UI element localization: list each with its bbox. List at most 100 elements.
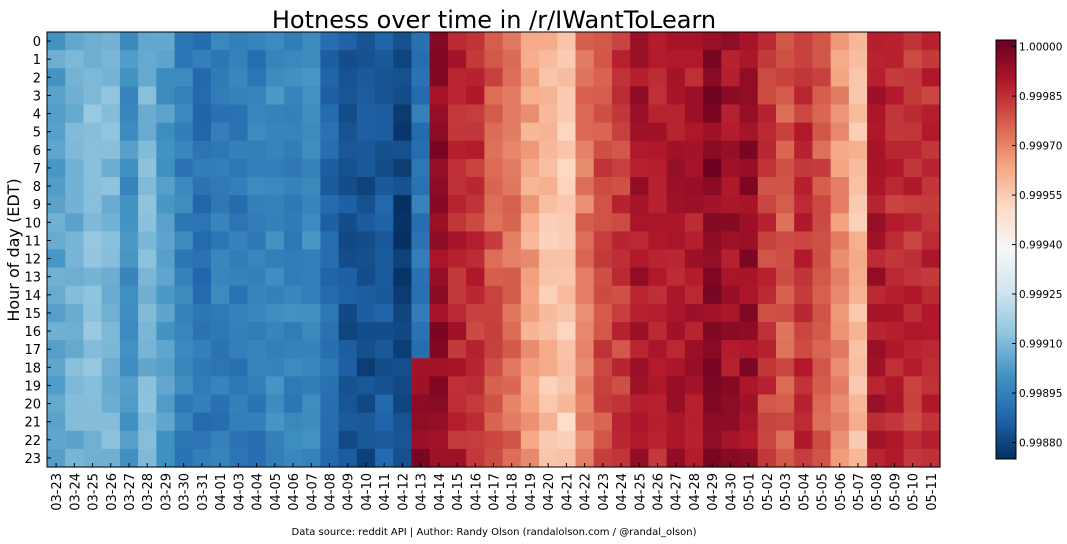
heatmap-cell [666, 412, 686, 432]
heatmap-cell [429, 213, 449, 232]
heatmap-cell [156, 448, 176, 468]
heatmap-cell [812, 104, 832, 124]
heatmap-cell [539, 140, 558, 160]
heatmap-cell [47, 86, 66, 106]
y-tick-label: 3 [33, 89, 41, 104]
heatmap-cell [375, 213, 394, 232]
heatmap-cell [666, 303, 686, 323]
heatmap-cell [684, 86, 704, 106]
heatmap-cell [557, 140, 577, 160]
heatmap-cell [921, 158, 941, 178]
heatmap-cell [520, 104, 540, 124]
heatmap-cell [593, 285, 613, 305]
heatmap-cell [867, 249, 886, 269]
heatmap-cell [539, 32, 558, 51]
heatmap-cell [174, 213, 194, 232]
heatmap-cell [211, 448, 230, 468]
heatmap-cell [848, 177, 868, 196]
heatmap-cell [375, 50, 394, 69]
heatmap-cell [830, 448, 850, 468]
heatmap-cell [429, 430, 449, 450]
heatmap-cell [575, 177, 595, 196]
heatmap-cell [775, 448, 795, 468]
heatmap-cell [703, 303, 722, 323]
heatmap-cell [867, 340, 886, 359]
heatmap-cell [375, 195, 394, 214]
heatmap-cell [302, 448, 321, 468]
heatmap-cell [812, 231, 832, 251]
heatmap-cell [83, 322, 103, 341]
heatmap-cell [921, 104, 941, 124]
heatmap-cell [229, 430, 249, 450]
heatmap-cell [703, 104, 722, 124]
heatmap-cell [812, 303, 832, 323]
heatmap-cell [375, 104, 394, 124]
heatmap-cell [903, 140, 923, 160]
heatmap-cell [921, 231, 941, 251]
heatmap-cell [211, 32, 230, 51]
heatmap-cell [411, 394, 431, 414]
heatmap-cell [229, 285, 249, 305]
heatmap-cell [247, 50, 267, 69]
heatmap-cell [138, 285, 157, 305]
heatmap-cell [867, 177, 886, 196]
heatmap-cell [101, 376, 121, 396]
heatmap-cell [375, 32, 394, 51]
heatmap-cell [101, 430, 121, 450]
heatmap-cell [283, 358, 303, 377]
heatmap-cell [611, 322, 631, 341]
heatmap-cell [848, 122, 868, 142]
heatmap-cells [47, 32, 941, 468]
heatmap-cell [867, 213, 886, 232]
heatmap-cell [192, 394, 212, 414]
heatmap-cell [356, 122, 376, 142]
heatmap-cell [138, 267, 157, 287]
heatmap-cell [593, 267, 613, 287]
heatmap-cell [138, 340, 157, 359]
heatmap-cell [502, 50, 522, 69]
heatmap-cell [247, 213, 267, 232]
heatmap-cell [648, 158, 668, 178]
heatmap-cell [703, 285, 722, 305]
heatmap-cell [211, 158, 230, 178]
y-tick-label: 20 [24, 398, 41, 413]
heatmap-cell [921, 140, 941, 160]
heatmap-cell [539, 195, 558, 214]
heatmap-cell [466, 140, 485, 160]
heatmap-cell [830, 231, 850, 251]
heatmap-cell [502, 267, 522, 287]
heatmap-cell [703, 32, 722, 51]
y-tick-label: 17 [24, 343, 41, 358]
heatmap-cell [447, 340, 467, 359]
heatmap-cell [648, 86, 668, 106]
heatmap-cell [848, 104, 868, 124]
heatmap-cell [393, 448, 413, 468]
heatmap-cell [630, 158, 649, 178]
heatmap-cell [703, 322, 722, 341]
heatmap-cell [721, 213, 741, 232]
heatmap-cell [757, 285, 777, 305]
heatmap-cell [739, 32, 759, 51]
colorbar-tick-label: 1.00000 [1019, 42, 1062, 54]
heatmap-cell [447, 303, 467, 323]
heatmap-cell [192, 267, 212, 287]
heatmap-cell [703, 376, 722, 396]
heatmap-cell [885, 448, 905, 468]
heatmap-cell [812, 177, 832, 196]
heatmap-cell [593, 213, 613, 232]
heatmap-cell [265, 195, 285, 214]
heatmap-cell [411, 140, 431, 160]
heatmap-cell [211, 249, 230, 269]
heatmap-cell [921, 412, 941, 432]
heatmap-cell [666, 448, 686, 468]
heatmap-cell [557, 322, 577, 341]
heatmap-cell [411, 68, 431, 87]
heatmap-cell [611, 177, 631, 196]
heatmap-cell [283, 104, 303, 124]
heatmap-cell [302, 68, 321, 87]
heatmap-cell [575, 122, 595, 142]
heatmap-cell [557, 177, 577, 196]
heatmap-cell [520, 158, 540, 178]
heatmap-cell [703, 158, 722, 178]
x-tick-label: 04-12 [396, 473, 411, 511]
